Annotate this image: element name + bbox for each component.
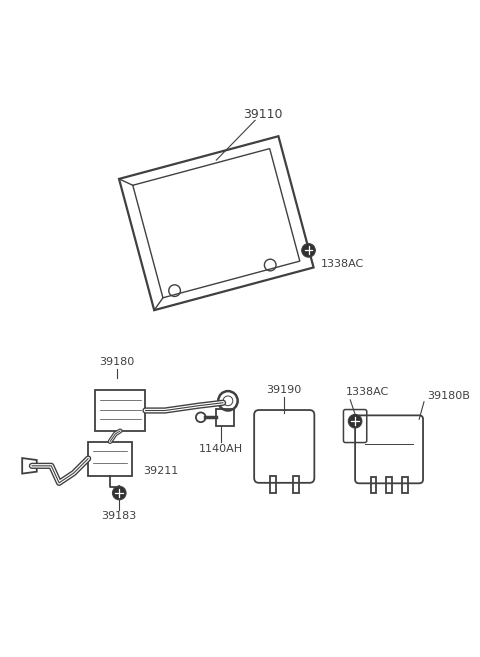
Bar xyxy=(293,476,299,493)
Bar xyxy=(402,478,408,493)
Circle shape xyxy=(348,415,362,428)
Text: 39110: 39110 xyxy=(243,108,283,121)
Circle shape xyxy=(112,486,126,500)
Bar xyxy=(371,478,376,493)
Text: 39211: 39211 xyxy=(144,466,179,476)
Text: 1338AC: 1338AC xyxy=(346,387,389,397)
Text: 1338AC: 1338AC xyxy=(321,259,364,269)
Bar xyxy=(270,476,276,493)
Text: 39180B: 39180B xyxy=(427,391,470,401)
Bar xyxy=(386,478,392,493)
Text: 39180: 39180 xyxy=(100,357,135,367)
Circle shape xyxy=(302,244,315,257)
Text: 39183: 39183 xyxy=(102,511,137,521)
Text: 39190: 39190 xyxy=(266,384,302,395)
Text: 1140AH: 1140AH xyxy=(199,444,243,455)
